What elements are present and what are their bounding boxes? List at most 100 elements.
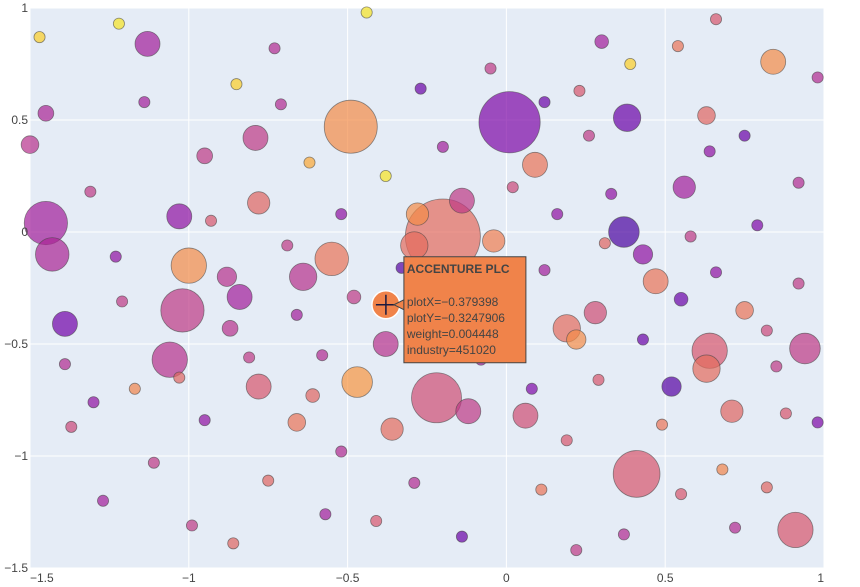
data-point[interactable] (735, 301, 754, 320)
data-point[interactable] (262, 474, 275, 487)
data-point[interactable] (605, 187, 618, 200)
data-point[interactable] (583, 301, 607, 325)
data-point[interactable] (303, 156, 316, 169)
data-point[interactable] (287, 413, 307, 432)
data-point[interactable] (582, 129, 595, 142)
data-point[interactable] (147, 456, 160, 469)
data-point[interactable] (166, 203, 193, 230)
data-point[interactable] (35, 237, 70, 272)
data-point[interactable] (551, 208, 564, 221)
data-point[interactable] (484, 62, 497, 75)
data-point[interactable] (612, 103, 642, 132)
data-point[interactable] (482, 229, 506, 253)
data-point[interactable] (151, 341, 188, 378)
data-point[interactable] (247, 191, 271, 215)
data-point[interactable] (560, 434, 573, 447)
data-point[interactable] (319, 508, 332, 521)
data-point[interactable] (720, 399, 744, 423)
data-point[interactable] (478, 91, 541, 154)
data-point[interactable] (522, 151, 548, 178)
data-point[interactable] (138, 96, 151, 109)
data-point[interactable] (323, 99, 378, 154)
data-point[interactable] (198, 414, 211, 427)
data-point[interactable] (20, 135, 40, 154)
data-point[interactable] (405, 202, 430, 226)
data-point[interactable] (341, 366, 373, 398)
data-point[interactable] (400, 231, 429, 260)
data-point[interactable] (612, 450, 661, 498)
data-point[interactable] (216, 266, 237, 287)
data-point[interactable] (245, 373, 272, 400)
data-point[interactable] (230, 78, 243, 91)
data-point[interactable] (632, 244, 654, 265)
data-point[interactable] (673, 291, 689, 307)
data-point[interactable] (314, 241, 349, 277)
data-point[interactable] (290, 308, 303, 321)
data-point[interactable] (636, 333, 649, 346)
data-point[interactable] (128, 382, 141, 395)
data-point[interactable] (268, 42, 281, 55)
data-point[interactable] (221, 320, 239, 337)
data-point[interactable] (716, 463, 729, 476)
data-point[interactable] (449, 187, 475, 214)
data-point[interactable] (566, 329, 587, 350)
data-point[interactable] (697, 106, 716, 125)
data-point[interactable] (811, 71, 824, 84)
data-point[interactable] (205, 214, 218, 227)
data-point[interactable] (97, 494, 110, 507)
data-point[interactable] (116, 295, 129, 308)
data-point[interactable] (380, 417, 404, 441)
data-point[interactable] (675, 488, 688, 501)
data-point[interactable] (672, 175, 696, 199)
data-point[interactable] (185, 519, 198, 532)
data-point[interactable] (594, 34, 609, 49)
data-point[interactable] (379, 170, 392, 182)
data-point[interactable] (87, 396, 100, 409)
data-point[interactable] (372, 331, 399, 357)
data-point[interactable] (360, 6, 373, 19)
data-point[interactable] (227, 537, 240, 550)
data-point[interactable] (811, 416, 824, 429)
data-point[interactable] (23, 200, 68, 246)
data-point[interactable] (112, 17, 125, 30)
data-point[interactable] (570, 544, 583, 557)
data-point[interactable] (455, 398, 482, 425)
data-point[interactable] (173, 371, 186, 384)
data-point[interactable] (33, 31, 46, 44)
data-point[interactable] (661, 376, 682, 397)
data-point[interactable] (592, 373, 605, 386)
data-point[interactable] (242, 125, 269, 151)
data-point[interactable] (777, 511, 814, 548)
data-point[interactable] (226, 284, 253, 310)
data-point[interactable] (316, 349, 329, 362)
data-point[interactable] (58, 358, 71, 371)
data-point[interactable] (656, 418, 669, 431)
data-point[interactable] (710, 13, 723, 26)
data-point[interactable] (684, 230, 697, 243)
data-point[interactable] (779, 407, 792, 420)
data-point[interactable] (624, 58, 637, 70)
data-point[interactable] (760, 48, 787, 75)
data-point[interactable] (109, 250, 122, 263)
data-point[interactable] (455, 530, 468, 543)
data-point[interactable] (671, 40, 684, 53)
data-point[interactable] (703, 145, 716, 158)
data-point[interactable] (751, 219, 764, 232)
data-point[interactable] (738, 129, 751, 142)
data-point[interactable] (335, 208, 348, 221)
data-point[interactable] (770, 360, 783, 373)
data-point[interactable] (335, 445, 348, 458)
data-point[interactable] (598, 237, 611, 250)
data-point[interactable] (729, 521, 742, 534)
data-point[interactable] (642, 268, 669, 295)
data-point[interactable] (789, 332, 821, 365)
data-point[interactable] (370, 514, 383, 527)
data-point[interactable] (243, 351, 256, 364)
data-point[interactable] (170, 247, 207, 284)
data-point[interactable] (65, 420, 78, 433)
data-point[interactable] (538, 96, 551, 109)
data-point[interactable] (346, 289, 362, 305)
data-point[interactable] (52, 310, 78, 337)
data-point[interactable] (37, 104, 55, 122)
